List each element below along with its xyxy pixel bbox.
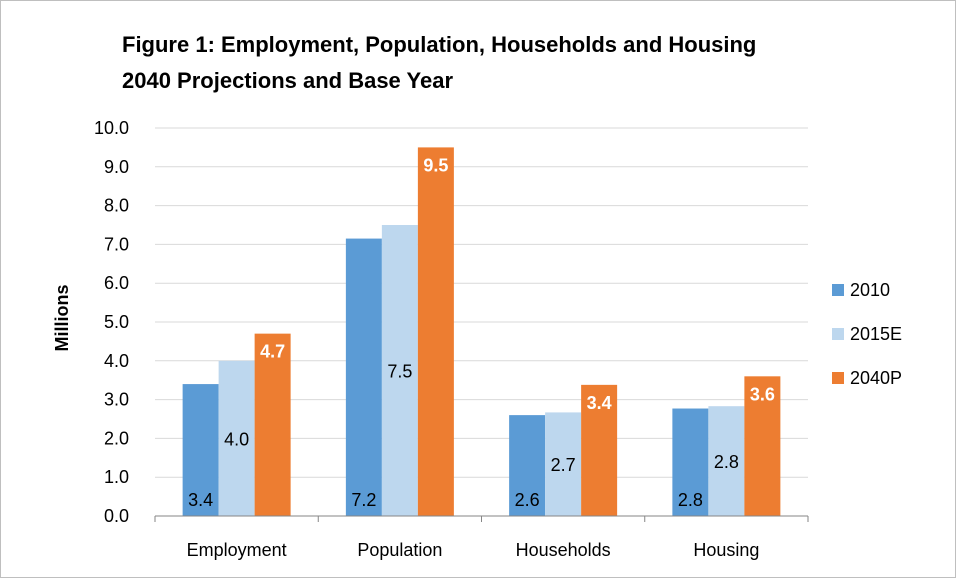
legend-label: 2015E — [850, 323, 903, 344]
bar-2040p-households — [581, 384, 618, 516]
legend-swatch — [832, 372, 844, 384]
legend-item-2040p: 2040P — [832, 368, 952, 388]
bar-2010-households — [509, 415, 546, 516]
bar-2015e-housing — [708, 406, 745, 516]
y-tick-label: 5.0 — [104, 312, 129, 332]
legend-label: 2040P — [850, 367, 903, 388]
data-label: 2.8 — [678, 490, 703, 510]
y-tick-label: 4.0 — [104, 351, 129, 371]
data-label: 4.7 — [260, 342, 285, 362]
bar-2040p-housing — [744, 376, 781, 516]
data-label: 3.6 — [750, 384, 775, 404]
y-tick-label: 2.0 — [104, 428, 129, 448]
bar-2010-employment — [182, 384, 219, 516]
bars — [182, 147, 781, 516]
data-label: 2.8 — [714, 452, 739, 472]
bar-2010-housing — [672, 408, 709, 516]
x-tick-label: Households — [516, 540, 611, 560]
data-label: 9.5 — [423, 155, 448, 175]
data-label: 7.2 — [351, 490, 376, 510]
chart-title-line-2: 2040 Projections and Base Year — [122, 68, 453, 93]
y-tick-label: 3.0 — [104, 390, 129, 410]
data-label: 4.0 — [224, 429, 249, 449]
y-tick-label: 7.0 — [104, 234, 129, 254]
y-tick-label: 0.0 — [104, 506, 129, 526]
x-tick-label: Housing — [693, 540, 759, 560]
data-label: 7.5 — [387, 362, 412, 382]
data-labels: 3.4 4.0 4.7 7.2 7.5 9.5 2.6 2.7 3.4 2.8 2.8 3.6 — [188, 155, 775, 510]
legend-item-2015e: 2015E — [832, 324, 952, 344]
bar-2015e-employment — [218, 360, 255, 516]
legend-swatch — [832, 284, 844, 296]
legend-item-2010: 2010 — [832, 280, 952, 300]
legend-label: 2010 — [850, 279, 891, 300]
data-label: 3.4 — [587, 393, 612, 413]
legend: 2010 2015E 2040P — [832, 280, 952, 412]
axes: 0.0 1.0 2.0 3.0 4.0 5.0 6.0 7.0 8.0 9.0 10.0 Employ… — [94, 118, 809, 560]
legend-swatch — [832, 328, 844, 340]
x-tick-label: Population — [357, 540, 442, 560]
y-tick-label: 10.0 — [94, 118, 129, 138]
bar-2015e-population — [381, 225, 418, 516]
chart-title-line-1: Figure 1: Employment, Population, Househ… — [122, 32, 757, 57]
y-tick-label: 6.0 — [104, 273, 129, 293]
y-axis-title: Millions — [52, 285, 72, 352]
bar-2040p-employment — [254, 333, 291, 516]
x-tick-label: Employment — [187, 540, 287, 560]
bar-2040p-population — [417, 147, 454, 516]
data-label: 2.7 — [551, 455, 576, 475]
y-tick-label: 1.0 — [104, 467, 129, 487]
y-tick-label: 8.0 — [104, 196, 129, 216]
data-label: 2.6 — [515, 490, 540, 510]
bar-2010-population — [345, 238, 382, 516]
data-label: 3.4 — [188, 490, 213, 510]
y-tick-label: 9.0 — [104, 157, 129, 177]
chart-title: Figure 1: Employment, Population, Househ… — [122, 27, 922, 99]
bar-2015e-households — [545, 412, 582, 516]
